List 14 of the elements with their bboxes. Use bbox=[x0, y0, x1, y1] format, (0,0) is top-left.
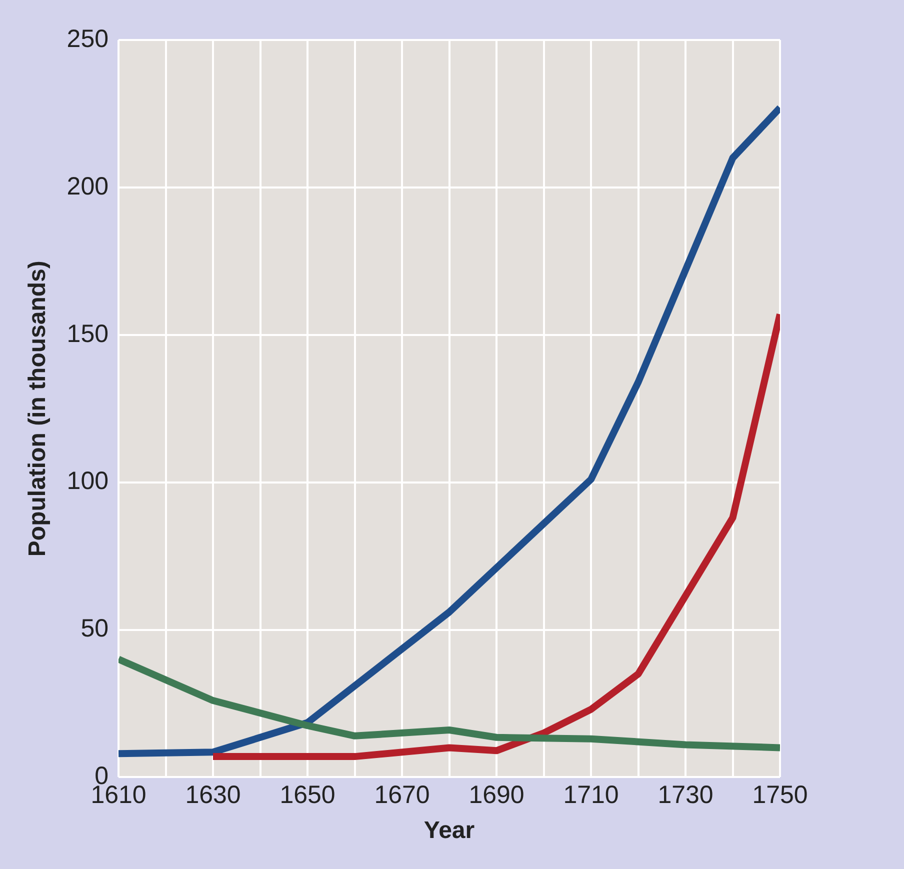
y-axis-title: Population (in thousands) bbox=[24, 260, 52, 557]
x-tick-label: 1650 bbox=[280, 781, 336, 810]
x-tick-label: 1630 bbox=[185, 781, 241, 810]
y-tick-label: 150 bbox=[66, 320, 109, 348]
x-tick-label: 1750 bbox=[752, 781, 808, 810]
y-tick-label: 50 bbox=[80, 614, 109, 643]
x-tick-label: 1710 bbox=[563, 781, 619, 810]
y-tick-label: 100 bbox=[66, 467, 109, 496]
x-tick-label: 1690 bbox=[468, 781, 524, 810]
y-tick-label: 200 bbox=[66, 172, 109, 200]
y-tick-label: 250 bbox=[66, 24, 109, 53]
x-tick-label: 1730 bbox=[658, 781, 714, 810]
x-tick-label: 1670 bbox=[374, 781, 430, 810]
x-axis-title: Year bbox=[424, 817, 475, 844]
